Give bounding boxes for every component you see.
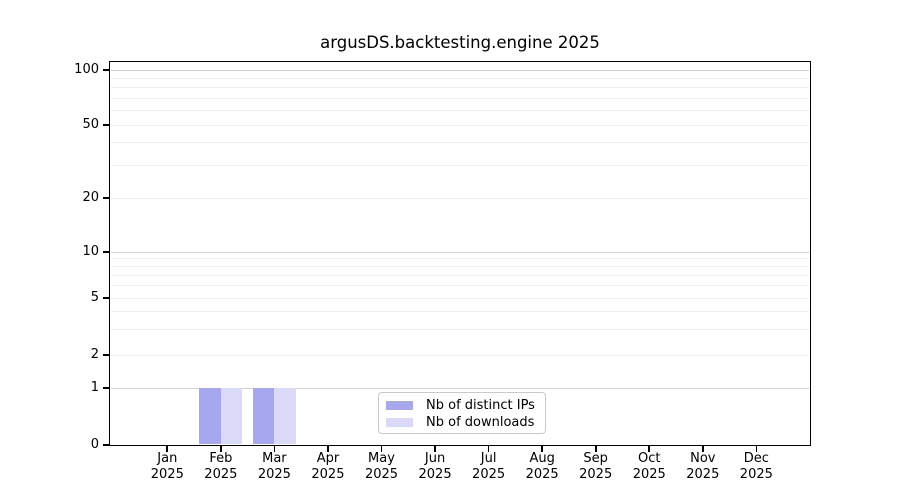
download-stats-chart: argusDS.backtesting.engine 2025 01251020… — [0, 0, 900, 500]
x-tick-label-8: Sep2025 — [569, 451, 623, 482]
x-tick-label-month-1: Feb — [194, 451, 248, 467]
x-tick-label-month-0: Jan — [140, 451, 194, 467]
x-tick-label-5: Jun2025 — [408, 451, 462, 482]
x-tick-label-year-10: 2025 — [676, 467, 730, 483]
legend-label-downloads: Nb of downloads — [426, 415, 534, 430]
legend-swatch-downloads — [386, 418, 413, 428]
x-tick-label-9: Oct2025 — [622, 451, 676, 482]
legend-item-downloads: Nb of downloads — [386, 414, 545, 431]
x-tick-label-year-8: 2025 — [569, 467, 623, 483]
x-tick-label-month-5: Jun — [408, 451, 462, 467]
x-tick-label-7: Aug2025 — [515, 451, 569, 482]
x-tick-label-year-0: 2025 — [140, 467, 194, 483]
x-tick-label-month-6: Jul — [462, 451, 516, 467]
x-tick-label-month-3: Apr — [301, 451, 355, 467]
x-tick-label-month-8: Sep — [569, 451, 623, 467]
x-tick-label-year-3: 2025 — [301, 467, 355, 483]
x-tick-label-month-9: Oct — [622, 451, 676, 467]
legend-swatch-distinct-ips — [386, 401, 413, 411]
x-tick-label-1: Feb2025 — [194, 451, 248, 482]
x-tick-label-month-10: Nov — [676, 451, 730, 467]
x-tick-label-year-5: 2025 — [408, 467, 462, 483]
x-tick-label-month-11: Dec — [729, 451, 783, 467]
x-tick-label-year-4: 2025 — [355, 467, 409, 483]
x-tick-label-3: Apr2025 — [301, 451, 355, 482]
x-tick-label-year-1: 2025 — [194, 467, 248, 483]
legend-item-distinct-ips: Nb of distinct IPs — [386, 397, 545, 414]
legend: Nb of distinct IPs Nb of downloads — [378, 392, 546, 434]
x-tick-label-year-2: 2025 — [247, 467, 301, 483]
x-tick-label-2: Mar2025 — [247, 451, 301, 482]
x-tick-label-year-11: 2025 — [729, 467, 783, 483]
x-tick-label-year-7: 2025 — [515, 467, 569, 483]
x-tick-label-0: Jan2025 — [140, 451, 194, 482]
x-tick-label-month-7: Aug — [515, 451, 569, 467]
x-tick-label-11: Dec2025 — [729, 451, 783, 482]
x-tick-label-year-6: 2025 — [462, 467, 516, 483]
x-tick-label-10: Nov2025 — [676, 451, 730, 482]
legend-label-distinct-ips: Nb of distinct IPs — [426, 398, 535, 413]
x-tick-label-year-9: 2025 — [622, 467, 676, 483]
x-tick-label-month-2: Mar — [247, 451, 301, 467]
x-tick-label-6: Jul2025 — [462, 451, 516, 482]
x-tick-label-4: May2025 — [355, 451, 409, 482]
x-tick-label-month-4: May — [355, 451, 409, 467]
